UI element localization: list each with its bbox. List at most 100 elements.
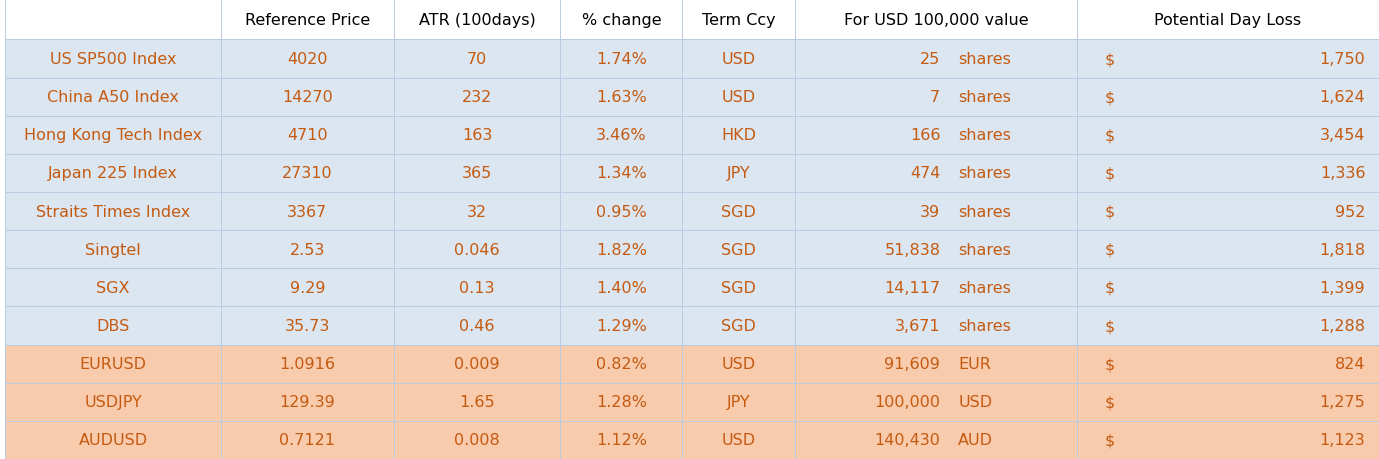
Text: 1.82%: 1.82% bbox=[596, 242, 647, 257]
Text: SGD: SGD bbox=[721, 319, 756, 333]
Text: 1.28%: 1.28% bbox=[596, 394, 647, 409]
Bar bbox=[6, 231, 1379, 269]
Text: 1.34%: 1.34% bbox=[596, 166, 647, 181]
Bar bbox=[6, 155, 1379, 193]
Text: $: $ bbox=[1105, 319, 1114, 333]
Bar bbox=[6, 383, 1379, 421]
Text: $: $ bbox=[1105, 356, 1114, 371]
Text: 952: 952 bbox=[1335, 204, 1365, 219]
Text: 1,123: 1,123 bbox=[1320, 432, 1365, 448]
Text: Hong Kong Tech Index: Hong Kong Tech Index bbox=[23, 128, 203, 143]
Text: 3,454: 3,454 bbox=[1320, 128, 1365, 143]
Text: US SP500 Index: US SP500 Index bbox=[50, 52, 177, 67]
Text: ATR (100days): ATR (100days) bbox=[419, 13, 535, 28]
Text: 2.53: 2.53 bbox=[290, 242, 325, 257]
Text: For USD 100,000 value: For USD 100,000 value bbox=[844, 13, 1029, 28]
Text: 1.74%: 1.74% bbox=[596, 52, 647, 67]
Text: SGD: SGD bbox=[721, 280, 756, 295]
Text: 1,750: 1,750 bbox=[1320, 52, 1365, 67]
Text: AUDUSD: AUDUSD bbox=[79, 432, 148, 448]
Text: EUR: EUR bbox=[958, 356, 992, 371]
Text: Singtel: Singtel bbox=[85, 242, 141, 257]
Text: DBS: DBS bbox=[97, 319, 130, 333]
Text: USDJPY: USDJPY bbox=[84, 394, 142, 409]
Text: 14270: 14270 bbox=[283, 90, 332, 105]
Text: USD: USD bbox=[721, 432, 756, 448]
Text: SGX: SGX bbox=[97, 280, 130, 295]
Text: AUD: AUD bbox=[958, 432, 993, 448]
Bar bbox=[6, 0, 1379, 40]
Text: shares: shares bbox=[958, 280, 1011, 295]
Bar bbox=[6, 421, 1379, 459]
Text: 25: 25 bbox=[920, 52, 940, 67]
Text: 129.39: 129.39 bbox=[280, 394, 335, 409]
Text: USD: USD bbox=[958, 394, 993, 409]
Text: USD: USD bbox=[721, 52, 756, 67]
Text: shares: shares bbox=[958, 319, 1011, 333]
Text: 365: 365 bbox=[462, 166, 492, 181]
Text: 70: 70 bbox=[467, 52, 487, 67]
Text: 1.0916: 1.0916 bbox=[280, 356, 335, 371]
Text: shares: shares bbox=[958, 204, 1011, 219]
Text: shares: shares bbox=[958, 90, 1011, 105]
Text: 39: 39 bbox=[920, 204, 940, 219]
Text: $: $ bbox=[1105, 128, 1114, 143]
Text: $: $ bbox=[1105, 394, 1114, 409]
Text: SGD: SGD bbox=[721, 242, 756, 257]
Bar bbox=[6, 117, 1379, 155]
Text: 91,609: 91,609 bbox=[884, 356, 940, 371]
Text: Reference Price: Reference Price bbox=[245, 13, 370, 28]
Text: shares: shares bbox=[958, 52, 1011, 67]
Bar bbox=[6, 345, 1379, 383]
Text: 4710: 4710 bbox=[287, 128, 328, 143]
Text: $: $ bbox=[1105, 432, 1114, 448]
Text: 0.009: 0.009 bbox=[454, 356, 501, 371]
Text: 1,336: 1,336 bbox=[1320, 166, 1365, 181]
Text: 1.29%: 1.29% bbox=[596, 319, 647, 333]
Text: 1.12%: 1.12% bbox=[596, 432, 647, 448]
Text: 1,275: 1,275 bbox=[1320, 394, 1365, 409]
Text: Straits Times Index: Straits Times Index bbox=[36, 204, 190, 219]
Text: 824: 824 bbox=[1335, 356, 1365, 371]
Text: % change: % change bbox=[582, 13, 661, 28]
Text: 3.46%: 3.46% bbox=[596, 128, 647, 143]
Text: 1,624: 1,624 bbox=[1320, 90, 1365, 105]
Text: 1,818: 1,818 bbox=[1320, 242, 1365, 257]
Bar bbox=[6, 193, 1379, 231]
Text: 0.95%: 0.95% bbox=[596, 204, 647, 219]
Text: $: $ bbox=[1105, 166, 1114, 181]
Text: USD: USD bbox=[721, 90, 756, 105]
Bar bbox=[6, 307, 1379, 345]
Text: 0.046: 0.046 bbox=[454, 242, 501, 257]
Text: 1,399: 1,399 bbox=[1320, 280, 1365, 295]
Text: 163: 163 bbox=[462, 128, 492, 143]
Text: $: $ bbox=[1105, 204, 1114, 219]
Text: Potential Day Loss: Potential Day Loss bbox=[1154, 13, 1302, 28]
Text: 3,671: 3,671 bbox=[895, 319, 940, 333]
Text: 14,117: 14,117 bbox=[884, 280, 940, 295]
Text: 0.008: 0.008 bbox=[454, 432, 501, 448]
Text: shares: shares bbox=[958, 128, 1011, 143]
Text: USD: USD bbox=[721, 356, 756, 371]
Text: $: $ bbox=[1105, 242, 1114, 257]
Text: 9.29: 9.29 bbox=[290, 280, 325, 295]
Text: Term Ccy: Term Ccy bbox=[702, 13, 775, 28]
Text: 51,838: 51,838 bbox=[884, 242, 940, 257]
Text: $: $ bbox=[1105, 52, 1114, 67]
Text: 1.65: 1.65 bbox=[459, 394, 495, 409]
Text: 1.63%: 1.63% bbox=[596, 90, 647, 105]
Text: 140,430: 140,430 bbox=[874, 432, 940, 448]
Text: HKD: HKD bbox=[721, 128, 756, 143]
Text: EURUSD: EURUSD bbox=[80, 356, 146, 371]
Text: 100,000: 100,000 bbox=[874, 394, 940, 409]
Text: Japan 225 Index: Japan 225 Index bbox=[48, 166, 178, 181]
Text: 27310: 27310 bbox=[283, 166, 332, 181]
Text: 35.73: 35.73 bbox=[284, 319, 330, 333]
Text: 0.82%: 0.82% bbox=[596, 356, 647, 371]
Text: JPY: JPY bbox=[727, 166, 750, 181]
Text: shares: shares bbox=[958, 166, 1011, 181]
Text: 32: 32 bbox=[467, 204, 487, 219]
Text: 166: 166 bbox=[910, 128, 940, 143]
Text: $: $ bbox=[1105, 280, 1114, 295]
Text: 1,288: 1,288 bbox=[1320, 319, 1365, 333]
